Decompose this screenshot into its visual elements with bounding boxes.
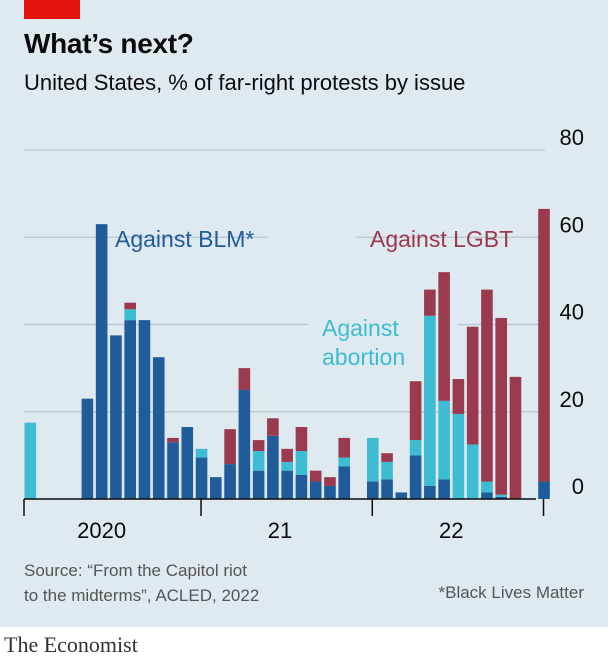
bar-segment	[252, 440, 265, 452]
bar-segment	[124, 302, 136, 310]
y-tick-label: 20	[560, 387, 584, 412]
bar-segment	[438, 272, 450, 401]
bar-segment	[281, 461, 293, 471]
bar-segment	[438, 479, 450, 499]
source-line-2: to the midterms”, ACLED, 2022	[24, 586, 260, 605]
brand-red-bar	[24, 0, 80, 19]
y-tick-label: 80	[560, 125, 584, 150]
bar-chart: 0 20 40 60 80 2020 21 22 Against BLM* Against LGB…	[23, 125, 584, 543]
bar-segment	[495, 496, 508, 499]
bar-segment	[295, 475, 308, 499]
bar-segment	[495, 317, 508, 495]
bar-segment	[252, 470, 265, 499]
bar-segment	[181, 427, 194, 499]
bar-segment	[124, 309, 136, 321]
bar-segment	[381, 453, 393, 462]
footnote: *Black Lives Matter	[438, 583, 585, 602]
bar-segment	[309, 481, 322, 499]
y-tick-label: 40	[560, 300, 584, 325]
y-tick-label: 0	[572, 474, 584, 499]
bar-segment	[252, 451, 265, 471]
annotation-against-blm: Against BLM*	[115, 226, 254, 252]
annotation-against-abortion-line1: Against	[322, 315, 399, 341]
bar-segment	[238, 368, 251, 390]
annotation-against-abortion-line2: abortion	[322, 344, 405, 370]
bar-segment	[210, 477, 222, 499]
bar-segment	[538, 208, 550, 482]
bar-segment	[481, 492, 493, 499]
source-note: Source: “From the Capitol riot to the mi…	[24, 558, 324, 608]
x-tick-label: 2020	[77, 518, 126, 543]
bar-segment	[24, 422, 37, 499]
bar-segment	[366, 481, 379, 499]
bar-segment	[381, 461, 393, 480]
bar-segment	[295, 427, 308, 452]
chart-title: What’s next?	[24, 28, 194, 59]
bar-segment	[381, 479, 393, 499]
bar-segment	[309, 470, 322, 482]
bar-segment	[167, 442, 179, 499]
x-tick-label: 22	[439, 518, 463, 543]
bar-segment	[481, 289, 493, 482]
bar-segment	[409, 381, 422, 441]
bar-segment	[481, 481, 493, 493]
bar-segment	[224, 429, 236, 465]
bar-segment	[338, 457, 351, 467]
bar-segment	[195, 448, 208, 458]
bar-segment	[224, 464, 236, 499]
bar-segment	[438, 400, 450, 480]
bar-segment	[338, 466, 351, 499]
bar-segment	[124, 320, 136, 499]
bar-segment	[466, 444, 479, 499]
bar-segment	[338, 437, 351, 458]
bar-segment	[324, 485, 336, 499]
chart-subtitle: United States, % of far-right protests b…	[24, 70, 466, 95]
bar-segment	[167, 437, 179, 443]
bar-segment	[238, 389, 251, 499]
bar-segment	[395, 492, 408, 499]
economist-logo: The Economist	[4, 632, 138, 657]
bar-segment	[509, 376, 522, 499]
bar-segment	[267, 418, 279, 436]
bar-segment	[295, 451, 308, 476]
bar-segment	[466, 326, 479, 445]
bar-segment	[366, 437, 379, 482]
bar-segment	[152, 357, 165, 499]
x-tick-label: 21	[268, 518, 292, 543]
bar-segment	[424, 315, 436, 486]
bar-segment	[424, 485, 436, 499]
bar-segment	[538, 481, 550, 499]
source-line-1: Source: “From the Capitol riot	[24, 561, 247, 580]
bar-segment	[95, 224, 108, 499]
bar-segment	[267, 435, 279, 499]
bar-segment	[81, 398, 94, 499]
bar-segment	[495, 494, 508, 497]
bar-segment	[452, 379, 465, 414]
bar-segment	[281, 448, 293, 462]
bar-segment	[110, 335, 122, 499]
bar-segment	[324, 477, 336, 486]
bar-segment	[281, 470, 293, 499]
annotation-against-lgbt: Against LGBT	[370, 226, 513, 252]
bar-segment	[195, 457, 208, 499]
bar-segment	[424, 289, 436, 316]
bar-segment	[452, 413, 465, 499]
bar-segment	[138, 320, 151, 499]
y-tick-label: 60	[560, 212, 584, 237]
bar-segment	[409, 440, 422, 456]
bar-segment	[409, 455, 422, 499]
